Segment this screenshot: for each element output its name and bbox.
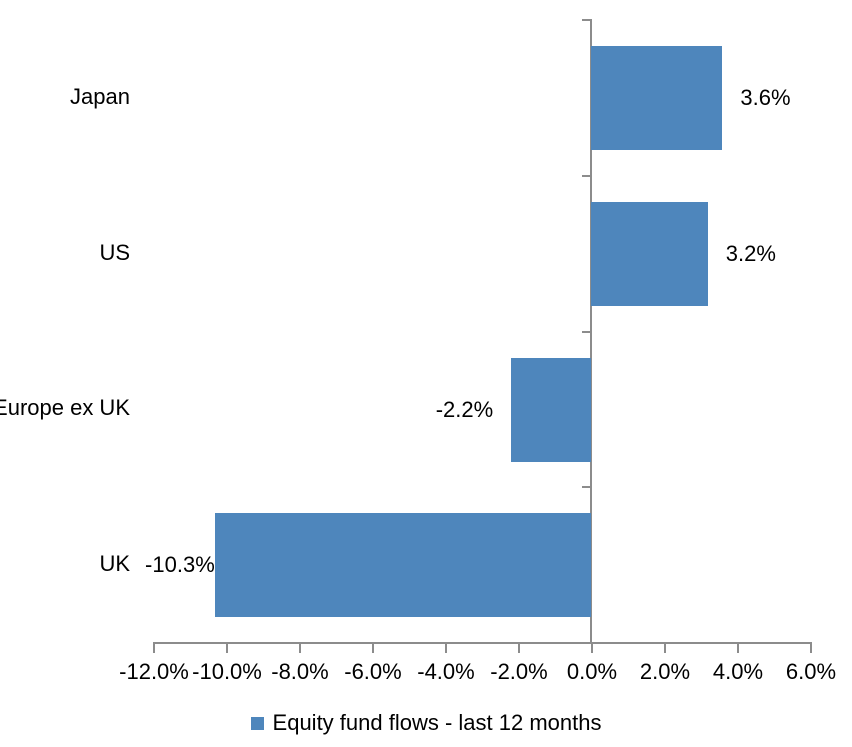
- bar-europe-ex-uk: [510, 357, 591, 462]
- x-axis-tick: [591, 642, 593, 653]
- legend-swatch: [250, 716, 264, 730]
- y-axis-line: [590, 19, 592, 644]
- bar-value-label: -2.2%: [435, 396, 494, 422]
- x-axis-tick: [153, 642, 155, 653]
- bar-uk: [215, 513, 591, 618]
- x-tick-label: 2.0%: [639, 659, 691, 684]
- category-label: Europe ex UK: [0, 395, 130, 421]
- x-tick-label: -4.0%: [417, 659, 475, 684]
- x-axis-tick: [299, 642, 301, 653]
- x-tick-label: 6.0%: [785, 659, 837, 684]
- x-tick-label: -8.0%: [271, 659, 329, 684]
- y-axis-tick: [582, 486, 590, 489]
- category-label: UK: [99, 551, 130, 577]
- bar-value-label: 3.2%: [725, 240, 776, 266]
- y-axis-tick: [582, 19, 590, 21]
- x-axis-tick: [810, 642, 812, 653]
- x-axis-tick: [372, 642, 374, 653]
- x-axis-tick: [445, 642, 447, 653]
- category-label: US: [99, 239, 130, 265]
- x-axis-tick: [518, 642, 520, 653]
- x-axis-line: [153, 642, 812, 644]
- x-axis-tick: [737, 642, 739, 653]
- legend-label: Equity fund flows - last 12 months: [272, 710, 602, 735]
- x-tick-label: -2.0%: [490, 659, 548, 684]
- x-tick-label: -10.0%: [192, 659, 262, 684]
- x-tick-label: 4.0%: [712, 659, 764, 684]
- x-axis-tick: [664, 642, 666, 653]
- x-tick-label: -6.0%: [344, 659, 402, 684]
- y-axis-tick: [582, 174, 590, 177]
- bar-us: [591, 201, 708, 306]
- x-tick-label: -12.0%: [119, 659, 189, 684]
- bar-value-label: -10.3%: [145, 552, 215, 578]
- x-axis-tick: [226, 642, 228, 653]
- category-label: Japan: [70, 83, 130, 109]
- legend: Equity fund flows - last 12 months: [0, 708, 852, 738]
- y-axis-tick: [582, 330, 590, 333]
- bar-value-label: 3.6%: [740, 85, 791, 110]
- x-tick-label: 0.0%: [566, 659, 618, 684]
- bar-japan: [591, 46, 723, 150]
